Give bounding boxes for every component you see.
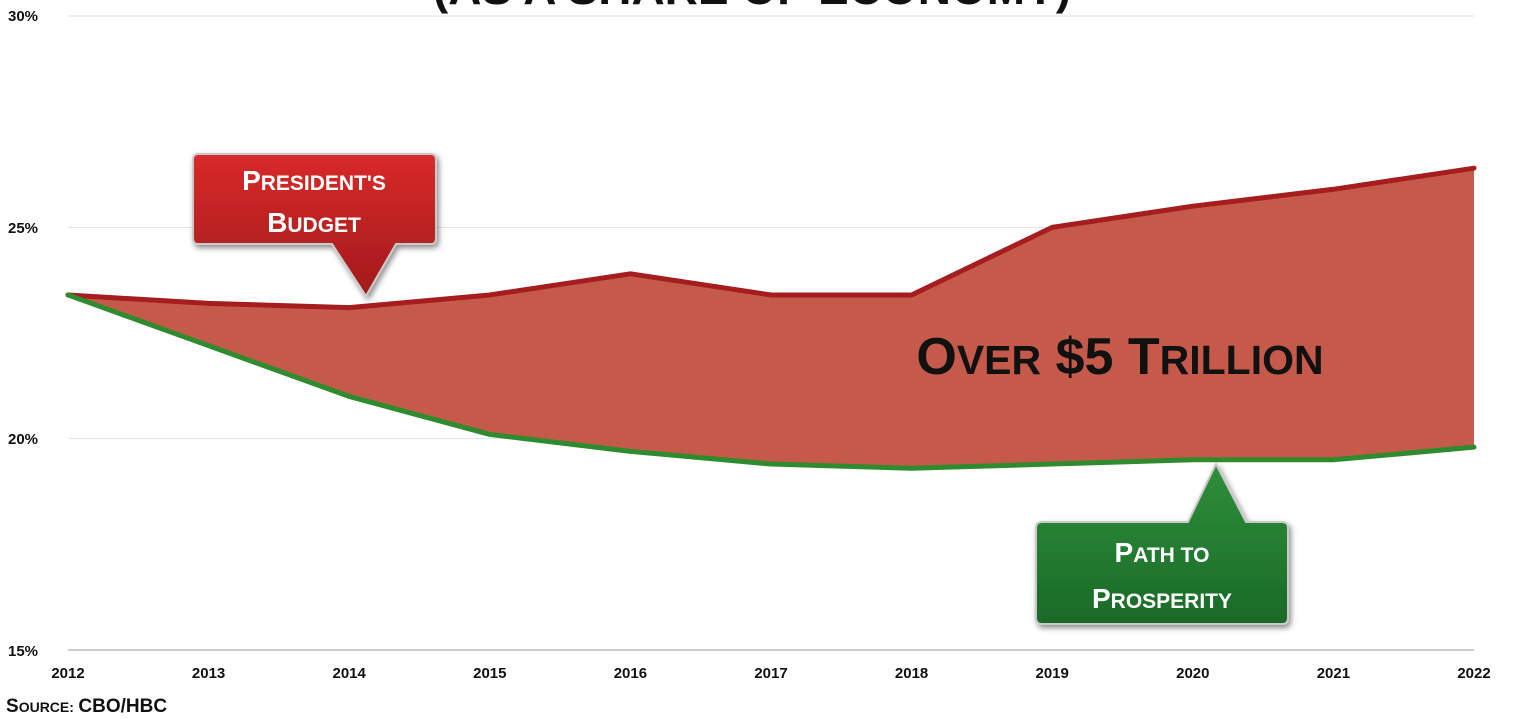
presidents-budget-line [65, 165, 1477, 311]
x-tick-label: 2019 [1036, 665, 1069, 682]
x-tick-label: 2012 [51, 665, 84, 682]
y-tick-15: 15% [8, 643, 38, 660]
gap-annotation-part: T [1113, 328, 1159, 386]
gap-area [68, 168, 1474, 469]
x-tick-label: 2013 [192, 665, 225, 682]
x-tick-label: 2018 [895, 665, 928, 682]
y-tick-30: 30% [8, 8, 38, 25]
gap-annotation-part: RILLION [1160, 337, 1324, 383]
series-lines [65, 165, 1477, 471]
presidents-budget-callout-shape [192, 153, 437, 298]
source-note-part: CBO/HBC [78, 696, 167, 717]
y-tick-25: 25% [8, 220, 38, 237]
path-to-prosperity-label-line1: PATH TO [1115, 537, 1210, 568]
presidents-budget-label-line2: BUDGET [267, 207, 361, 238]
path-to-prosperity-line [65, 292, 1477, 471]
path-to-prosperity-label-line2: PROSPERITY [1092, 583, 1232, 614]
x-tick-label: 2017 [754, 665, 787, 682]
gap-annotation: OVER $5 TRILLION [916, 328, 1323, 386]
gap-annotation-part: $5 [1041, 328, 1113, 386]
x-tick-label: 2021 [1317, 665, 1350, 682]
chart-title: (AS A SHARE OF ECONOMY) [433, 0, 1071, 14]
gap-annotation-part: O [916, 328, 956, 386]
path-to-prosperity-callout-shape [1035, 461, 1289, 625]
presidents-budget-callout [192, 153, 437, 298]
x-tick-label: 2022 [1457, 665, 1490, 682]
y-tick-20: 20% [8, 431, 38, 448]
gap-annotation-part: VER [957, 337, 1041, 383]
y-axis-ticks: 30% 25% 20% 15% [8, 8, 38, 660]
x-axis-ticks: 2012 2013 2014 2015 2016 2017 2018 2019 2020 2021… [51, 665, 1490, 682]
x-tick-label: 2016 [614, 665, 647, 682]
presidents-budget-label-line1: PRESIDENT'S [242, 165, 386, 196]
source-note: SOURCE: CBO/HBC [6, 696, 167, 717]
x-tick-label: 2020 [1176, 665, 1209, 682]
path-to-prosperity-callout [1035, 461, 1289, 625]
x-tick-label: 2015 [473, 665, 506, 682]
x-tick-label: 2014 [333, 665, 367, 682]
